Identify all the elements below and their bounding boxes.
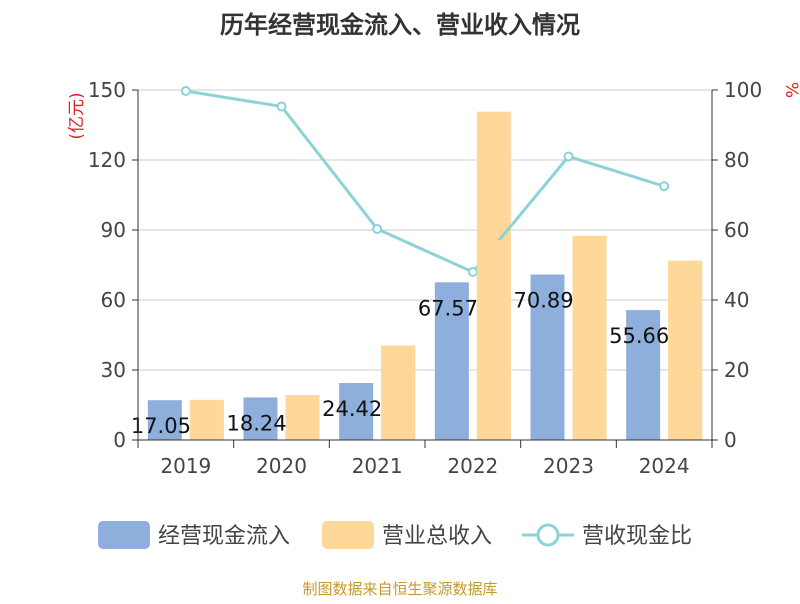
left-axis-tick-label: 120 (88, 148, 126, 172)
bar-cash-inflow (530, 274, 565, 440)
right-axis-tick-label: 80 (724, 148, 749, 172)
legend-swatch-cash-inflow (98, 521, 150, 549)
x-axis-tick-label: 2019 (160, 454, 211, 478)
x-axis-tick-label: 2022 (447, 454, 498, 478)
source-note: 制图数据来自恒生聚源数据库 (302, 580, 497, 598)
left-axis-tick-label: 30 (101, 358, 126, 382)
x-axis-tick-label: 2024 (639, 454, 690, 478)
line-group (180, 86, 670, 277)
legend-swatch-marker (536, 523, 560, 547)
x-axis-tick-label: 2023 (543, 454, 594, 478)
line-revenue-cash-ratio (185, 89, 665, 274)
line-point (180, 86, 191, 97)
bar-group (147, 111, 703, 440)
line-point (276, 101, 287, 112)
right-axis-unit: % (781, 82, 800, 98)
left-axis-unit: (亿元) (67, 92, 87, 139)
legend: 经营现金流入 营业总收入 营收现金比 (98, 521, 692, 549)
bar-cash-inflow (243, 397, 278, 440)
x-axis-tick-label: 2020 (256, 454, 307, 478)
legend-label-total-revenue: 营业总收入 (382, 524, 492, 549)
left-axis-tick-label: 90 (101, 218, 126, 242)
right-axis-tick-label: 20 (724, 358, 749, 382)
grid-lines (138, 89, 712, 371)
bar-total-revenue-overlay (476, 240, 511, 440)
bar-total-revenue-overlay (285, 395, 320, 440)
axes-group: 0 30 60 90 120 150 0 20 40 60 80 100 2019 2020 2021 202… (88, 78, 762, 478)
chart-title: 历年经营现金流入、营业收入情况 (220, 11, 580, 39)
bar-cash-inflow (339, 383, 374, 440)
line-point (563, 151, 574, 162)
bar-cash-inflow (147, 400, 182, 440)
legend-label-revenue-cash-ratio: 营收现金比 (582, 524, 692, 549)
right-axis-tick-label: 40 (724, 288, 749, 312)
line-point (467, 267, 478, 277)
line-point (372, 223, 383, 234)
bar-total-revenue-overlay (381, 345, 416, 440)
bar-total-revenue-overlay (572, 240, 607, 440)
right-axis-tick-label: 100 (724, 78, 762, 102)
bar-total-revenue-overlay (668, 260, 703, 440)
right-axis-tick-label: 60 (724, 218, 749, 242)
bar-cash-inflow (626, 310, 661, 440)
x-axis-tick-label: 2021 (352, 454, 403, 478)
line-point (659, 181, 670, 192)
left-axis-tick-label: 0 (113, 428, 126, 452)
bar-total-revenue-overlay (189, 399, 224, 440)
legend-swatch-total-revenue (322, 521, 374, 549)
right-axis-tick-label: 0 (724, 428, 737, 452)
left-axis-tick-label: 150 (88, 78, 126, 102)
left-axis-tick-label: 60 (101, 288, 126, 312)
legend-label-cash-inflow: 经营现金流入 (158, 524, 290, 549)
bar-cash-inflow (434, 282, 469, 440)
